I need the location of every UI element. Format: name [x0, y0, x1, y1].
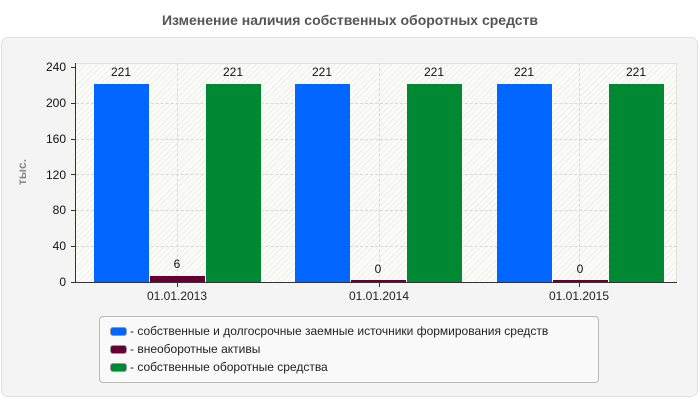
- legend-swatch-icon: [110, 362, 127, 372]
- bar-noncurrent-2014[interactable]: [351, 280, 406, 282]
- x-tick-label: 01.01.2013: [146, 289, 208, 303]
- bar-noncurrent-2015[interactable]: [553, 280, 608, 282]
- legend-item-sources[interactable]: - собственные и долгосрочные заемные ист…: [110, 322, 598, 340]
- value-label: 221: [110, 65, 132, 79]
- value-label: 221: [423, 65, 445, 79]
- y-tick: [71, 139, 75, 140]
- bar-sources-2014[interactable]: [295, 84, 350, 282]
- y-tick: [71, 174, 75, 175]
- y-tick-label: 240: [45, 60, 66, 74]
- gridline: [76, 174, 677, 175]
- x-tick-label: 01.01.2015: [548, 289, 610, 303]
- gridline: [579, 63, 580, 282]
- value-label: 221: [513, 65, 535, 79]
- chart-title: Изменение наличия собственных оборотных …: [161, 12, 539, 28]
- value-label: 221: [222, 65, 244, 79]
- y-tick-label: 160: [45, 132, 66, 146]
- y-tick-label: 200: [45, 96, 66, 110]
- y-tick: [71, 103, 75, 104]
- x-tick: [379, 283, 380, 287]
- y-tick-label: 0: [59, 275, 66, 289]
- legend: - собственные и долгосрочные заемные ист…: [99, 316, 599, 383]
- bar-working-capital-2014[interactable]: [407, 84, 462, 282]
- y-tick: [71, 67, 75, 68]
- legend-label: - собственные и долгосрочные заемные ист…: [130, 324, 549, 338]
- legend-label: - внеоборотные активы: [130, 342, 261, 356]
- gridline: [76, 246, 677, 247]
- bar-noncurrent-2013[interactable]: [150, 276, 205, 282]
- gridline: [76, 210, 677, 211]
- y-tick-label: 120: [45, 168, 66, 182]
- value-label: 221: [625, 65, 647, 79]
- x-axis: [75, 282, 677, 283]
- gridline: [76, 103, 677, 104]
- y-tick-label: 40: [52, 239, 66, 253]
- value-label: 0: [374, 262, 382, 276]
- bar-sources-2015[interactable]: [497, 84, 552, 282]
- bar-sources-2013[interactable]: [94, 84, 149, 282]
- x-tick-label: 01.01.2014: [348, 289, 410, 303]
- y-axis: [75, 63, 76, 283]
- legend-label: - собственные оборотные средства: [130, 360, 328, 374]
- legend-swatch-icon: [110, 344, 127, 354]
- y-tick-label: 80: [52, 203, 66, 217]
- value-label: 221: [311, 65, 333, 79]
- value-label: 6: [173, 257, 181, 271]
- legend-swatch-icon: [110, 326, 127, 336]
- x-tick: [177, 283, 178, 287]
- value-label: 0: [576, 262, 584, 276]
- legend-item-working-capital[interactable]: - собственные оборотные средства: [110, 358, 598, 376]
- bar-working-capital-2015[interactable]: [609, 84, 664, 282]
- y-tick: [71, 246, 75, 247]
- bar-working-capital-2013[interactable]: [206, 84, 261, 282]
- gridline: [76, 139, 677, 140]
- y-tick: [71, 210, 75, 211]
- gridline: [177, 63, 178, 282]
- gridline: [379, 63, 380, 282]
- y-tick: [71, 282, 75, 283]
- legend-item-noncurrent-assets[interactable]: - внеоборотные активы: [110, 340, 598, 358]
- x-tick: [579, 283, 580, 287]
- plot-area: [76, 63, 677, 282]
